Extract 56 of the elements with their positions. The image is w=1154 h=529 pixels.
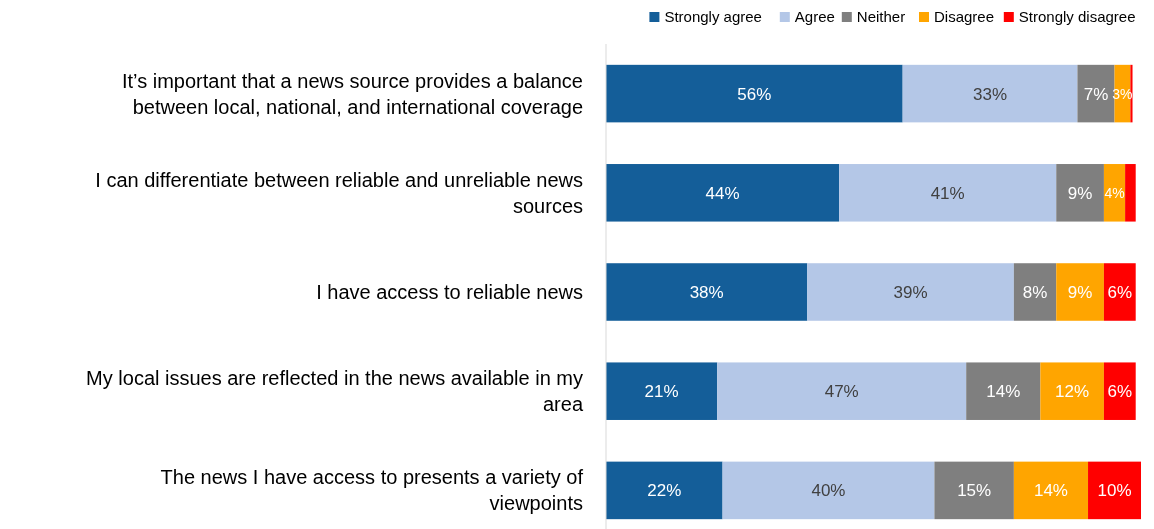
data-label: 15% (957, 481, 992, 501)
data-label: 8% (1022, 282, 1048, 302)
y-tick-label: It’s important that a news source provides a balance between local, national, and international coverage (122, 69, 583, 118)
bar (606, 164, 840, 222)
y-tick-label: I have access to reliable news (316, 281, 583, 303)
data-label: 40% (811, 481, 846, 501)
data-label: 7% (1083, 84, 1109, 104)
data-label: 41% (930, 183, 965, 203)
data-label: 14% (986, 382, 1021, 402)
data-label: 21% (644, 382, 679, 402)
bar (839, 164, 1057, 222)
data-label: 22% (647, 481, 682, 501)
data-label: 9% (1067, 183, 1093, 203)
bar (606, 362, 718, 420)
bar (902, 64, 1078, 123)
legend-label: Strongly agree (664, 8, 762, 26)
bar (966, 362, 1041, 420)
bar (1013, 263, 1057, 321)
bar (1103, 263, 1136, 321)
legend-label: Agree (794, 8, 835, 26)
bar (717, 362, 967, 420)
y-tick-label: I can differentiate between reliable and unreliable news sources (95, 168, 583, 217)
data-label: 6% (1107, 282, 1133, 302)
data-label: 44% (705, 183, 740, 203)
bar (722, 461, 935, 520)
legend-label: Neither (856, 8, 906, 26)
bar (1013, 461, 1089, 520)
bar (1056, 164, 1104, 222)
legend-label: Disagree (934, 8, 995, 26)
bar (1088, 461, 1141, 520)
data-label: 39% (893, 282, 928, 302)
legend-label: Strongly disagree (1018, 8, 1136, 26)
bar (1130, 64, 1133, 123)
bar (606, 64, 903, 123)
bar (1103, 164, 1126, 222)
data-label: 47% (824, 382, 859, 402)
bar (606, 461, 723, 520)
y-tick-label: My local issues are reflected in the news available in my area (86, 367, 584, 416)
bar (934, 461, 1014, 520)
data-label: 56% (737, 84, 772, 104)
data-label: 4% (1104, 184, 1125, 201)
data-label: 10% (1097, 481, 1132, 501)
data-label: 38% (689, 282, 724, 302)
data-label: 14% (1033, 481, 1068, 501)
bar (1077, 64, 1115, 123)
data-label: 33% (973, 84, 1008, 104)
bar (1040, 362, 1104, 420)
data-label: 9% (1067, 282, 1093, 302)
data-label: 12% (1055, 382, 1090, 402)
data-label: 6% (1107, 382, 1133, 402)
bar (807, 263, 1014, 321)
bar (606, 263, 808, 321)
bar (1125, 164, 1136, 222)
bar (1103, 362, 1136, 420)
bar (1056, 263, 1104, 321)
y-tick-label: The news I have access to presents a variety of viewpoints (160, 466, 584, 515)
